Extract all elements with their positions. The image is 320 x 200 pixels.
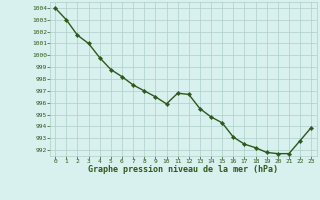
X-axis label: Graphe pression niveau de la mer (hPa): Graphe pression niveau de la mer (hPa): [88, 165, 278, 174]
